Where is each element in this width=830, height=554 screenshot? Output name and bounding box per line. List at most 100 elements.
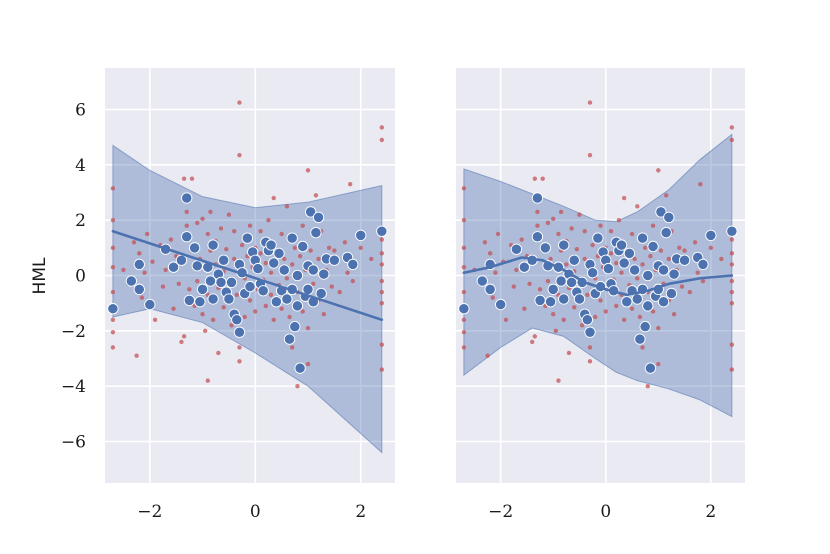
large-point [252,262,264,275]
small-point [271,195,276,201]
small-point [144,231,150,237]
small-point [379,289,385,295]
small-point [598,223,603,228]
small-point [305,168,311,173]
small-point [729,289,735,295]
small-point [687,289,693,295]
small-point [208,209,213,215]
large-point [270,296,283,308]
small-point [666,256,672,262]
small-point [231,229,237,234]
small-point [729,125,735,130]
large-point [476,275,488,287]
small-point [284,276,290,281]
small-point [110,265,116,270]
x-tick-label: −2 [488,502,513,522]
large-point [107,303,119,315]
large-point [621,296,633,308]
small-point [511,284,516,289]
large-point [665,287,678,300]
small-point [195,220,200,226]
small-point [577,212,582,217]
small-point [268,270,274,275]
small-point [558,209,564,215]
small-point [139,295,145,300]
small-point [345,270,350,275]
small-point [231,256,237,262]
x-tick-label: 2 [355,502,366,522]
small-point [160,284,166,289]
small-point [266,217,271,223]
small-point [593,314,598,320]
large-point [663,211,675,224]
small-point [150,259,155,264]
left-panel: −2 0 2 [105,68,395,522]
small-point [545,220,551,226]
large-point [592,232,604,244]
large-point [286,232,298,244]
small-point [514,267,519,273]
large-point [312,211,325,224]
large-point [631,293,643,305]
small-point [566,350,572,356]
small-point [300,223,305,228]
large-point [225,276,238,289]
large-point [655,206,667,218]
small-point [587,100,593,105]
small-point [332,248,337,253]
small-point [616,217,622,223]
small-point [224,247,229,252]
small-point [532,176,538,181]
small-point [519,237,524,242]
large-point [584,326,596,338]
small-point [308,248,313,253]
small-point [682,248,687,253]
small-point [490,295,495,300]
small-point [358,245,363,251]
large-point [307,264,319,276]
small-point [548,256,553,262]
large-point [602,262,615,275]
small-point [621,195,627,201]
small-point [263,303,269,309]
small-point [461,245,467,251]
small-point [187,287,192,292]
small-point [284,204,290,209]
large-point [629,264,641,276]
small-point [134,353,139,358]
small-point [629,306,635,311]
small-point [239,242,245,248]
small-point [679,284,685,289]
small-point [461,217,467,223]
small-point [181,334,187,339]
large-point [647,240,659,253]
large-point [697,258,709,271]
small-point [656,325,661,331]
small-point [461,330,467,335]
small-point [729,342,735,347]
large-point [268,257,280,269]
large-point [618,257,630,269]
small-point [614,260,619,266]
small-point [350,278,356,284]
large-point [644,362,657,374]
small-point [619,270,624,275]
small-point [603,309,608,314]
large-point [281,293,293,305]
large-point [133,258,145,271]
small-point [176,281,182,286]
small-point [210,317,216,322]
small-point [121,267,126,273]
small-point [142,270,147,275]
small-point [671,312,677,317]
large-point [283,333,296,345]
small-point [564,262,569,267]
small-point [729,278,735,284]
small-point [242,314,247,320]
large-point [668,268,680,280]
small-point [582,229,587,234]
small-point [729,262,735,267]
large-point [167,261,180,273]
small-point [234,292,240,298]
